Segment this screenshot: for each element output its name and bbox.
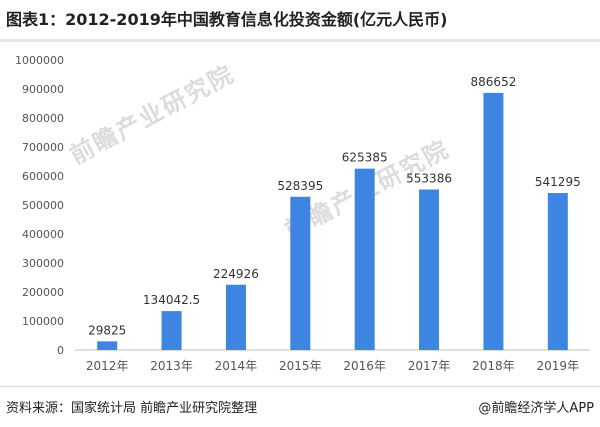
data-label: 134042.5 [143,293,200,307]
bar [419,189,440,350]
x-tick-label: 2016年 [343,359,386,373]
x-tick-label: 2012年 [86,359,129,373]
data-label: 224926 [213,267,259,281]
bar [547,193,568,350]
data-label: 886652 [471,75,517,89]
x-tick-label: 2013年 [150,359,193,373]
data-label: 29825 [88,323,126,337]
y-tick-label: 700000 [22,141,64,154]
y-tick-label: 800000 [22,112,64,125]
bar-series [97,92,568,351]
y-tick-label: 0 [57,344,64,357]
bar [225,284,246,350]
y-axis-ticks: 0 100000 200000 300000 400000 500000 600000 700… [15,54,64,357]
data-label: 553386 [406,172,452,186]
x-tick-label: 2014年 [215,359,258,373]
y-tick-label: 600000 [22,170,64,183]
y-tick-label: 300000 [22,257,64,270]
y-tick-label: 100000 [22,315,64,328]
chart-title: 图表1：2012-2019年中国教育信息化投资金额(亿元人民币) [6,10,448,29]
bar [290,196,311,350]
data-label: 625385 [342,151,388,165]
y-tick-label: 400000 [22,228,64,241]
x-tick-label: 2017年 [408,359,451,373]
bar [97,341,118,350]
x-axis-labels: 2012年 2013年 2014年 2015年 2016年 2017年 2018年 2019年 [86,359,579,373]
data-label: 541295 [535,175,581,189]
y-tick-label: 1000000 [15,54,64,67]
title-divider [0,39,600,42]
y-tick-label: 900000 [22,83,64,96]
x-tick-label: 2015年 [279,359,322,373]
bar [161,311,182,350]
bar-chart: 0 100000 200000 300000 400000 500000 600000 700… [15,54,590,373]
footer-divider [0,386,600,387]
x-tick-label: 2019年 [537,359,580,373]
bar [354,168,375,350]
x-tick-label: 2018年 [472,359,515,373]
y-tick-label: 200000 [22,286,64,299]
data-labels: 29825 134042.5 224926 528395 625385 553386 886… [88,75,581,337]
bar [483,92,504,351]
data-label: 528395 [277,179,323,193]
credit-text: @前瞻经济学人APP [478,401,594,416]
source-note: 资料来源：国家统计局 前瞻产业研究院整理 [6,401,258,416]
y-tick-label: 500000 [22,199,64,212]
